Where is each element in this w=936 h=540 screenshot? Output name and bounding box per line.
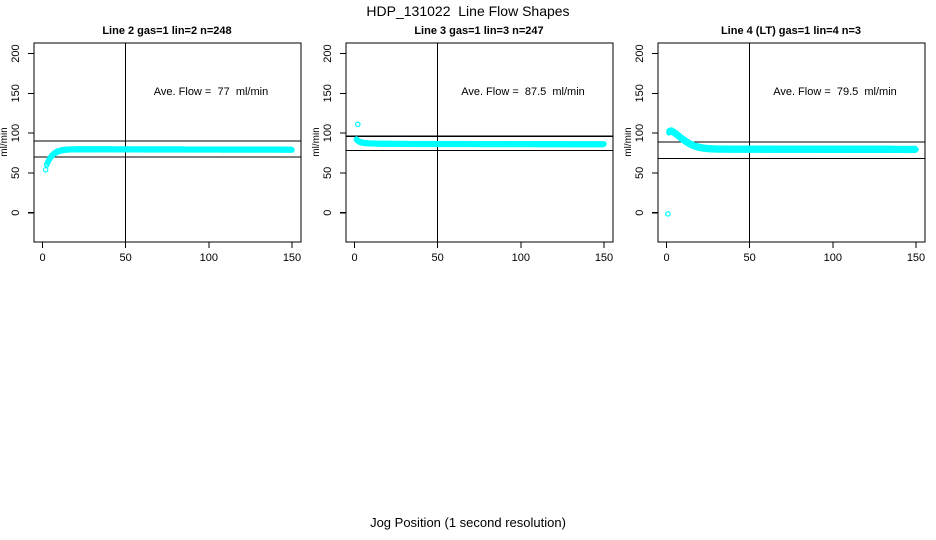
x-tick-label: 0	[39, 252, 45, 264]
y-tick-label: 100	[322, 124, 334, 142]
x-tick-label: 150	[907, 252, 925, 264]
x-tick-label: 150	[283, 252, 301, 264]
data-point	[913, 146, 919, 153]
data-point	[42, 166, 49, 173]
y-tick-label: 150	[10, 84, 22, 102]
y-tick-label: 0	[634, 210, 646, 216]
ave-flow-annotation: Ave. Flow = 79.5 ml/min	[773, 86, 897, 98]
y-tick-label: 200	[322, 44, 334, 62]
y-axis-label: ml/min	[624, 127, 634, 156]
y-tick-label: 100	[10, 124, 22, 142]
y-tick-label: 150	[634, 84, 646, 102]
y-axis-label: ml/min	[312, 127, 322, 156]
ave-flow-annotation: Ave. Flow = 87.5 ml/min	[461, 86, 585, 98]
y-tick-label: 100	[634, 124, 646, 142]
subplot-title: Line 3 gas=1 lin=3 n=247	[414, 25, 543, 37]
subplot-line-2: Line 2 gas=1 lin=2 n=248 ml/min Ave. Flo…	[0, 20, 312, 270]
y-tick-label: 50	[10, 167, 22, 179]
x-tick-label: 0	[663, 252, 669, 264]
x-tick-label: 100	[512, 252, 530, 264]
y-tick-label: 50	[634, 167, 646, 179]
data-point	[601, 141, 607, 147]
data-point	[355, 121, 361, 128]
data-point	[912, 145, 918, 152]
y-tick-label: 0	[10, 210, 22, 216]
plot-svg: Line 4 (LT) gas=1 lin=4 n=3 ml/min Ave. …	[624, 25, 926, 264]
x-axis-label: Jog Position (1 second resolution)	[370, 515, 566, 530]
x-tick-label: 100	[824, 252, 842, 264]
subplot-line-4: Line 4 (LT) gas=1 lin=4 n=3 ml/min Ave. …	[624, 20, 936, 270]
y-tick-label: 150	[322, 84, 334, 102]
x-tick-label: 50	[744, 252, 756, 264]
x-tick-label: 100	[200, 252, 218, 264]
y-axis-label: ml/min	[0, 127, 10, 156]
x-tick-label: 0	[351, 252, 357, 264]
y-tick-label: 200	[10, 44, 22, 62]
y-tick-label: 200	[634, 44, 646, 62]
subplot-title: Line 2 gas=1 lin=2 n=248	[102, 25, 231, 37]
plot-svg: Line 2 gas=1 lin=2 n=248 ml/min Ave. Flo…	[0, 25, 302, 264]
figure-title: HDP_131022 Line Flow Shapes	[366, 3, 570, 19]
plot-border	[657, 42, 926, 243]
plot-border	[345, 42, 614, 243]
data-point	[665, 211, 671, 217]
x-tick-label: 50	[432, 252, 444, 264]
y-tick-label: 50	[322, 167, 334, 179]
y-tick-label: 0	[322, 210, 334, 216]
x-tick-label: 150	[595, 252, 613, 264]
x-tick-label: 50	[120, 252, 132, 264]
plot-svg: Line 3 gas=1 lin=3 n=247 ml/min Ave. Flo…	[312, 25, 614, 264]
ave-flow-annotation: Ave. Flow = 77 ml/min	[154, 86, 268, 98]
subplot-title: Line 4 (LT) gas=1 lin=4 n=3	[721, 25, 861, 37]
plot-border	[33, 42, 302, 243]
subplot-line-3: Line 3 gas=1 lin=3 n=247 ml/min Ave. Flo…	[312, 20, 624, 270]
data-point	[289, 147, 295, 153]
